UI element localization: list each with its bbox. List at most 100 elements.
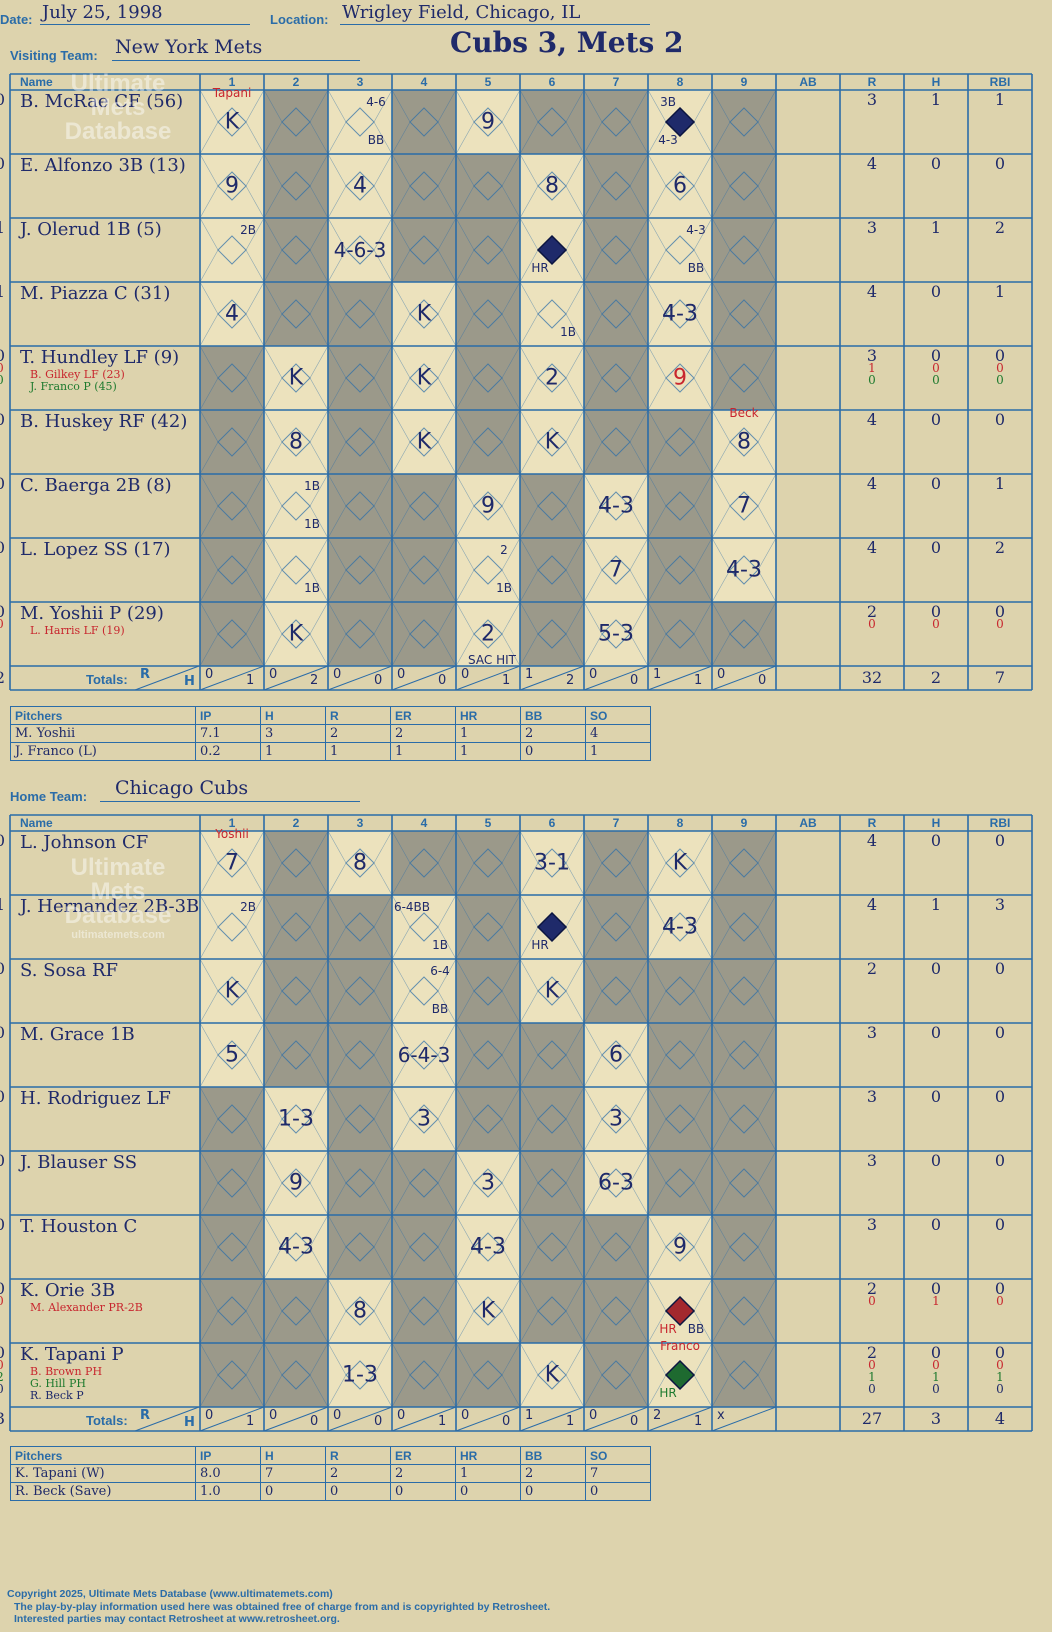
cell-guide <box>629 894 649 928</box>
base-diamond <box>345 1040 375 1070</box>
cell-guide <box>629 1086 649 1120</box>
cell-guide <box>647 377 667 411</box>
cell-guide <box>757 89 777 123</box>
inning-cell <box>712 1215 776 1279</box>
cell-guide <box>437 990 457 1024</box>
cell-guide <box>693 89 713 123</box>
cell-guide <box>693 281 713 315</box>
play-notation: BB <box>687 1322 705 1336</box>
batting-stat: 1 <box>930 895 942 914</box>
play-notation: 8 <box>353 1298 367 1324</box>
run-scored-diamond <box>664 106 696 138</box>
cell-guide <box>263 862 283 896</box>
batting-stat: 4 <box>866 895 878 914</box>
play-notation: 4-3 <box>662 301 698 327</box>
base-diamond <box>473 976 503 1006</box>
inning-runs: 0 <box>717 667 726 682</box>
inning-cell <box>392 90 456 154</box>
cell-guide <box>437 601 457 635</box>
cell-guide <box>327 121 347 155</box>
batting-stat: 2 <box>994 218 1006 237</box>
cell-guide <box>327 441 347 475</box>
cell-guide <box>263 1246 283 1280</box>
batting-stat: 0 <box>930 1343 942 1362</box>
base-diamond <box>281 299 311 329</box>
inning-cell <box>200 410 264 474</box>
play-notation: K <box>224 109 240 135</box>
cell-guide <box>373 1374 393 1408</box>
batting-stat: 0 <box>0 1359 4 1371</box>
cell-guide <box>501 409 521 443</box>
base-diamond <box>665 1104 695 1134</box>
base-diamond <box>665 912 695 942</box>
cell-guide <box>711 1022 731 1056</box>
cell-guide <box>757 569 777 603</box>
cell-guide <box>263 217 283 251</box>
cell-guide <box>519 89 539 123</box>
cell-guide <box>647 1278 667 1312</box>
base-diamond <box>217 107 247 137</box>
batting-stat: 0 <box>930 538 942 557</box>
inning-cell <box>264 1151 328 1215</box>
cell-guide <box>693 990 713 1024</box>
cell-guide <box>245 1374 265 1408</box>
inning-runs: 0 <box>461 667 470 682</box>
pitcher-stat: 2 <box>520 1464 586 1483</box>
cell-guide <box>693 1278 713 1312</box>
base-diamond <box>665 235 695 265</box>
batting-stat: 3 <box>866 90 878 109</box>
cell-guide <box>199 1150 219 1184</box>
column-header: R <box>867 816 877 830</box>
totals-rh-label: H <box>184 1415 195 1430</box>
inning-cell <box>520 154 584 218</box>
cell-guide <box>263 1342 283 1376</box>
inning-hits: 0 <box>374 673 383 688</box>
cell-guide <box>629 1310 649 1344</box>
base-diamond <box>665 299 695 329</box>
cell-guide <box>245 345 265 379</box>
batting-stat: 0 <box>930 1215 942 1234</box>
inning-cell <box>648 410 712 474</box>
cell-guide <box>757 1054 777 1088</box>
cell-guide <box>391 1246 411 1280</box>
cell-guide <box>647 89 667 123</box>
cell-guide <box>373 1086 393 1120</box>
cell-guide <box>501 249 521 283</box>
cell-guide <box>565 958 585 992</box>
cell-guide <box>373 409 393 443</box>
base-diamond <box>601 1040 631 1070</box>
base-diamond <box>537 491 567 521</box>
inning-cell <box>648 474 712 538</box>
pitcher-stat-header: IP <box>195 1446 261 1465</box>
cell-guide <box>199 1310 219 1344</box>
base-diamond <box>601 1296 631 1326</box>
player-name: M. Grace 1B <box>20 1024 135 1045</box>
cell-guide <box>455 89 475 123</box>
cell-guide <box>519 1086 539 1120</box>
cell-guide <box>391 281 411 315</box>
inning-cell <box>200 1343 264 1407</box>
player-name: S. Sosa RF <box>20 960 119 981</box>
cell-guide <box>565 377 585 411</box>
totals-divider <box>327 1406 393 1432</box>
base-diamond <box>537 1040 567 1070</box>
cell-guide <box>455 958 475 992</box>
cell-guide <box>391 377 411 411</box>
cell-guide <box>373 537 393 571</box>
inning-cell <box>264 538 328 602</box>
cell-guide <box>373 926 393 960</box>
player-name: M. Piazza C (31) <box>20 283 171 304</box>
cell-guide <box>711 1054 731 1088</box>
inning-hits: 2 <box>310 673 319 688</box>
cell-guide <box>757 409 777 443</box>
pitcher-row: K. Tapani (W) 8.0 7 2 2 1 2 7 <box>10 1464 651 1483</box>
cell-guide <box>647 1086 667 1120</box>
cell-guide <box>693 601 713 635</box>
cell-guide <box>263 1054 283 1088</box>
cell-guide <box>711 377 731 411</box>
column-header: 4 <box>420 75 428 89</box>
cell-guide <box>391 926 411 960</box>
cell-guide <box>629 345 649 379</box>
cell-guide <box>757 1086 777 1120</box>
player-name: K. Tapani P <box>20 1344 124 1365</box>
